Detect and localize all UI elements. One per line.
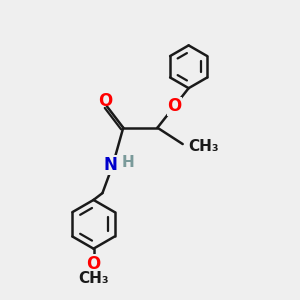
Text: CH₃: CH₃ — [188, 139, 219, 154]
Text: O: O — [167, 98, 182, 116]
Text: CH₃: CH₃ — [78, 271, 109, 286]
Text: H: H — [122, 155, 135, 170]
Text: N: N — [103, 156, 117, 174]
Text: O: O — [98, 92, 112, 110]
Text: O: O — [86, 254, 101, 272]
